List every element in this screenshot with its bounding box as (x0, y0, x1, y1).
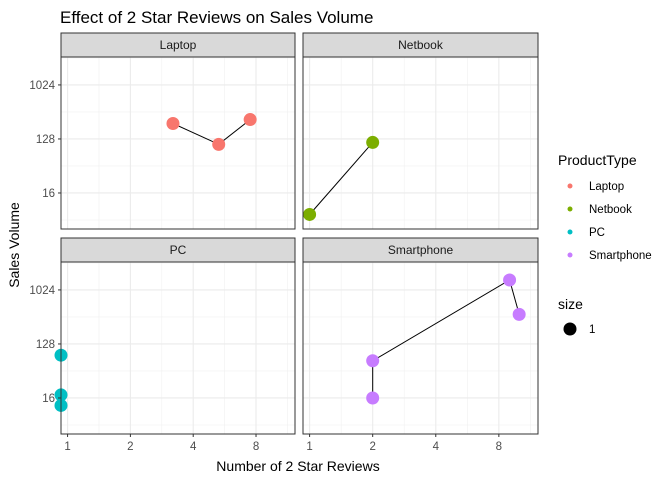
panel-background (303, 262, 538, 434)
legend-size-label: 1 (589, 324, 595, 336)
y-tick-label: 128 (36, 339, 55, 351)
data-point (166, 117, 180, 131)
data-point (366, 354, 380, 368)
panel-border (60, 56, 296, 230)
panel-background (61, 262, 295, 434)
data-point (243, 113, 257, 127)
facet-netbook: Netbook (302, 32, 539, 230)
chart-title: Effect of 2 Star Reviews on Sales Volume (60, 8, 373, 27)
panel-background (303, 57, 538, 229)
data-point (503, 273, 517, 287)
y-tick-label: 1024 (29, 285, 55, 297)
panel-border (302, 56, 539, 230)
series-line (309, 142, 374, 215)
strip-laptop (60, 32, 296, 58)
x-axis-title: Number of 2 Star Reviews (216, 458, 379, 474)
x-tick-label: 2 (127, 441, 133, 453)
strip-label: Laptop (160, 38, 197, 52)
panel-border (302, 261, 539, 435)
data-point (512, 307, 526, 321)
x-tick-label: 1 (64, 441, 70, 453)
legend-key-pc (567, 229, 573, 235)
facet-smartphone: Smartphone 1 2 4 8 (302, 237, 539, 453)
series-line (372, 279, 520, 398)
y-tick-label: 16 (42, 393, 55, 405)
facet-laptop: Laptop 16 128 1024 (29, 32, 296, 230)
x-tick-label: 2 (369, 441, 375, 453)
legend-size-title: size (558, 296, 583, 312)
strip-label: Netbook (398, 38, 444, 52)
data-point (366, 135, 380, 149)
strip-label: PC (170, 243, 187, 257)
x-tick-label: 8 (253, 441, 259, 453)
y-axis-title: Sales Volume (6, 202, 22, 288)
data-point (303, 207, 317, 221)
x-tick-label: 4 (190, 441, 197, 453)
legend-label-pc: PC (589, 227, 605, 239)
x-tick-label: 1 (306, 441, 312, 453)
legend-key-netbook (567, 206, 573, 212)
y-tick-label: 1024 (29, 80, 55, 92)
y-tick-label: 16 (42, 188, 55, 200)
legend: ProductType size 1 Laptop Netbook PC Smartp… (558, 152, 652, 336)
y-tick-label: 128 (36, 134, 55, 146)
legend-label-laptop: Laptop (589, 181, 624, 193)
legend-label-smartphone: Smartphone (589, 250, 652, 262)
legend-key-smartphone (567, 252, 573, 258)
legend-key-laptop (567, 183, 573, 189)
panel-border (60, 261, 296, 435)
panel-background (61, 57, 295, 229)
legend-color-title: ProductType (558, 152, 637, 168)
facet-pc: PC 1 2 4 8 16 128 1024 (29, 237, 296, 453)
strip-label: Smartphone (388, 243, 454, 257)
data-point (366, 391, 380, 405)
legend-label-netbook: Netbook (589, 204, 632, 216)
x-tick-label: 8 (496, 441, 502, 453)
data-point (212, 137, 226, 151)
legend-size-key (563, 322, 577, 336)
x-tick-label: 4 (433, 441, 440, 453)
